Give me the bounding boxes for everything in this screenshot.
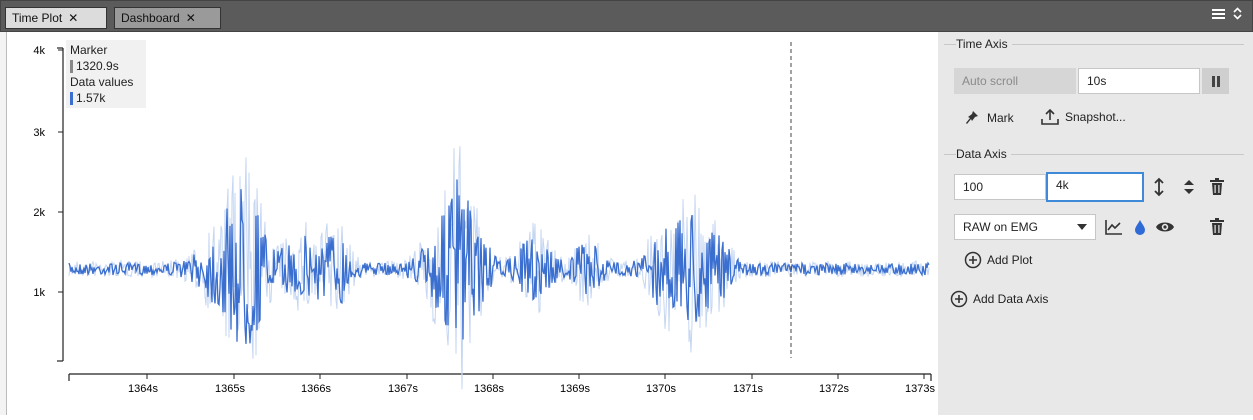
add-plot-label: Add Plot: [987, 253, 1033, 267]
add-data-axis-label: Add Data Axis: [973, 292, 1049, 306]
time-axis-title: Time Axis: [956, 37, 1012, 51]
chevron-updown-icon[interactable]: [1233, 7, 1242, 23]
close-icon[interactable]: ✕: [68, 11, 79, 25]
data-values-title: Data values: [70, 75, 134, 89]
x-tick-label: 1366s: [301, 383, 331, 395]
data-max-input[interactable]: 4k: [1046, 172, 1144, 202]
x-tick-label: 1368s: [474, 383, 504, 395]
share-upload-icon: [1041, 108, 1059, 125]
marker-legend: Marker 1320.9s Data values 1.57k: [66, 40, 146, 108]
tab-label: Dashboard: [121, 11, 180, 25]
settings-panel: Time Axis Auto scroll 10s Mark Snapshot.…: [938, 32, 1253, 415]
x-tick-label: 1369s: [560, 383, 590, 395]
mark-label: Mark: [987, 111, 1014, 125]
y-tick-1k: 1k: [33, 287, 63, 299]
chart-style-icon[interactable]: [1104, 218, 1124, 236]
color-drop-icon[interactable]: [1132, 217, 1148, 237]
data-min-input[interactable]: 100: [954, 174, 1046, 200]
pause-button[interactable]: [1202, 68, 1229, 94]
signal-select-value: RAW on EMG: [963, 220, 1038, 234]
x-tick-label: 1367s: [388, 383, 418, 395]
x-tick-label: 1364s: [128, 383, 158, 395]
plus-circle-icon: [964, 251, 982, 269]
tab-label: Time Plot: [12, 11, 63, 25]
snapshot-label: Snapshot...: [1065, 110, 1126, 124]
add-data-axis-button[interactable]: Add Data Axis: [950, 290, 1048, 308]
plus-circle-icon: [950, 290, 968, 308]
signal-select[interactable]: RAW on EMG: [954, 214, 1096, 240]
time-window-input[interactable]: 10s: [1078, 68, 1200, 94]
trash-icon[interactable]: [1208, 177, 1226, 197]
autoscroll-toggle[interactable]: Auto scroll: [954, 68, 1076, 94]
svg-text:2k: 2k: [33, 207, 45, 219]
trash-icon[interactable]: [1208, 217, 1226, 237]
y-tick-3k: 3k: [33, 127, 63, 139]
signal-trace: [68, 179, 930, 344]
time-plot[interactable]: 4k 3k 2k 1k 1364s 1365s 1366s 1367s 1368s 136…: [6, 32, 939, 415]
marker-title: Marker: [70, 43, 108, 57]
sort-icon[interactable]: [1181, 177, 1197, 197]
svg-text:1k: 1k: [33, 287, 45, 299]
y-tick-2k: 2k: [33, 207, 63, 219]
x-tick-label: 1370s: [646, 383, 676, 395]
svg-text:4k: 4k: [33, 45, 45, 57]
marker-time: 1320.9s: [76, 59, 119, 73]
add-plot-button[interactable]: Add Plot: [964, 251, 1032, 269]
y-tick-4k: 4k: [33, 45, 63, 57]
pin-icon: [966, 111, 978, 124]
x-tick-label: 1365s: [215, 383, 245, 395]
data-value: 1.57k: [76, 91, 106, 105]
x-tick-label: 1372s: [819, 383, 849, 395]
series-swatch: [70, 91, 73, 105]
data-axis-title: Data Axis: [956, 147, 1011, 161]
close-icon[interactable]: ✕: [185, 11, 196, 25]
tab-bar: Time Plot ✕ Dashboard ✕: [0, 0, 1253, 32]
pause-icon: [1211, 75, 1220, 87]
mark-button[interactable]: Mark: [964, 110, 1014, 126]
svg-text:3k: 3k: [33, 127, 45, 139]
x-tick-label: 1371s: [733, 383, 763, 395]
chevron-down-icon: [1077, 224, 1087, 230]
tab-time-plot[interactable]: Time Plot ✕: [5, 7, 107, 29]
x-tick-label: 1373s: [905, 383, 935, 395]
marker-swatch: [70, 59, 73, 73]
snapshot-button[interactable]: Snapshot...: [1040, 108, 1126, 126]
auto-range-icon[interactable]: [1150, 177, 1168, 197]
tab-dashboard[interactable]: Dashboard ✕: [114, 7, 221, 29]
eye-icon[interactable]: [1154, 218, 1176, 236]
hamburger-menu-icon[interactable]: [1212, 7, 1225, 23]
plot-canvas[interactable]: 4k 3k 2k 1k 1364s 1365s 1366s 1367s 1368s 136…: [7, 32, 938, 415]
